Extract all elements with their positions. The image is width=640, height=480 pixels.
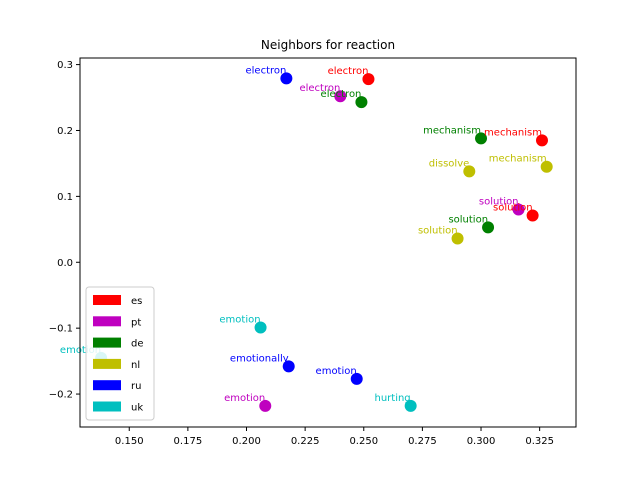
data-points — [95, 72, 553, 412]
data-point — [355, 96, 368, 109]
data-point — [451, 232, 464, 245]
point-label: electron — [328, 66, 369, 77]
legend-swatch — [93, 358, 121, 369]
y-tick-label: 0.1 — [57, 192, 73, 203]
legend-label: es — [131, 296, 142, 307]
data-point — [526, 209, 539, 222]
data-point — [475, 132, 488, 145]
x-tick-label: 0.300 — [467, 436, 496, 447]
point-label: emotionally — [230, 353, 289, 364]
x-tick-label: 0.250 — [349, 436, 378, 447]
point-label: solution — [493, 202, 533, 213]
legend-swatch — [93, 401, 121, 412]
y-tick-label: 0.3 — [57, 60, 73, 71]
x-tick-label: 0.275 — [408, 436, 437, 447]
x-tick-label: 0.325 — [525, 436, 554, 447]
x-tick-label: 0.175 — [174, 436, 203, 447]
legend-label: de — [131, 339, 144, 350]
y-tick-label: −0.1 — [49, 324, 73, 335]
legend-swatch — [93, 380, 121, 391]
x-tick-label: 0.225 — [291, 436, 320, 447]
chart-title: Neighbors for reaction — [261, 38, 395, 52]
legend-label: ru — [131, 381, 141, 392]
point-label: solution — [479, 197, 519, 208]
legend-label: nl — [131, 360, 140, 371]
point-labels: electron mechanism solution electron solutio… — [60, 65, 547, 403]
y-tick-label: 0.0 — [57, 258, 73, 269]
y-tick-label: −0.2 — [49, 390, 73, 401]
legend-box — [85, 286, 155, 421]
data-point — [535, 134, 548, 147]
plot-frame — [79, 57, 577, 428]
point-label: emotion — [60, 345, 101, 356]
data-point — [254, 321, 267, 334]
point-label: hurting — [374, 393, 410, 404]
x-tick-label: 0.150 — [115, 436, 144, 447]
data-point — [334, 90, 347, 103]
point-label: mechanism — [423, 125, 481, 136]
point-label: electron — [321, 89, 362, 100]
y-tick-label: 0.2 — [57, 126, 73, 137]
data-point — [280, 72, 293, 85]
data-point — [540, 160, 553, 173]
data-point — [404, 399, 417, 412]
data-point — [259, 399, 272, 412]
point-label: mechanism — [484, 127, 542, 138]
data-point — [482, 221, 495, 234]
data-point — [512, 203, 525, 216]
legend-swatch — [93, 295, 121, 305]
legend-swatch — [93, 316, 121, 327]
point-label: electron — [246, 65, 287, 76]
legend-label: uk — [131, 403, 143, 414]
point-label: emotion — [224, 393, 265, 404]
point-label: mechanism — [489, 154, 547, 165]
legend-label: pt — [131, 317, 141, 328]
point-label: electron — [299, 83, 340, 94]
data-point — [350, 372, 363, 385]
point-label: emotion — [316, 366, 357, 377]
point-label: solution — [448, 214, 488, 225]
data-point — [463, 165, 476, 178]
point-label: dissolve — [429, 158, 470, 169]
data-point — [362, 73, 375, 86]
axis-ticks: 0.150 0.175 0.200 0.225 0.250 0.275 0.300 0.325… — [49, 60, 554, 447]
legend-swatch — [93, 337, 121, 348]
point-label: emotion — [219, 315, 260, 326]
x-tick-label: 0.200 — [232, 436, 261, 447]
data-point — [282, 360, 295, 373]
point-label: solution — [418, 226, 458, 237]
legend: es pt de nl ru uk — [85, 286, 155, 421]
